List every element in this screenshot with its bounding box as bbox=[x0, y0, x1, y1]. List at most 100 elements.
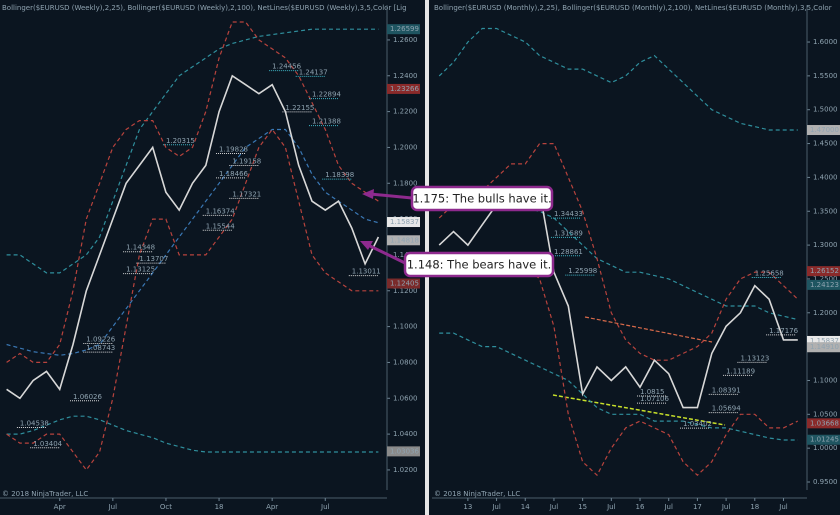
annotation-box bbox=[403, 251, 555, 278]
y-tick-label: 1.2500 bbox=[813, 275, 838, 283]
x-tick-label: Oct bbox=[160, 503, 172, 511]
y-tick-label: 1.4500 bbox=[813, 140, 838, 148]
series-line bbox=[6, 21, 379, 363]
level-label: 1.18398 bbox=[325, 171, 354, 179]
series-line bbox=[438, 143, 799, 361]
trend-line bbox=[552, 394, 726, 426]
level-label: 1.34433 bbox=[554, 210, 583, 218]
x-tick-label: Jul bbox=[108, 503, 118, 511]
price-tag bbox=[807, 125, 840, 136]
level-label: 1.15544 bbox=[206, 222, 235, 230]
level-label: 1.25658 bbox=[755, 269, 784, 277]
level-label: 1.28861 bbox=[554, 248, 583, 256]
y-tick-label: 1.6000 bbox=[813, 38, 838, 46]
level-label: 1.14348 bbox=[126, 244, 155, 252]
price-tag bbox=[387, 24, 420, 35]
x-tick-label: Jul bbox=[721, 503, 731, 511]
series-line bbox=[6, 415, 379, 453]
level-label: 1.13707 bbox=[139, 255, 168, 263]
x-tick-label: Apr bbox=[266, 503, 278, 511]
y-tick-label: 1.5000 bbox=[813, 106, 838, 114]
price-tag bbox=[387, 235, 420, 246]
x-tick-label: 13 bbox=[463, 503, 472, 511]
level-label: 1.03404 bbox=[33, 440, 62, 448]
series-line bbox=[6, 128, 379, 471]
price-tag-label: 1.26599 bbox=[390, 25, 419, 33]
y-tick-label: 1.2000 bbox=[813, 309, 838, 317]
x-tick-label: Jul bbox=[778, 503, 788, 511]
annotation-arrowhead bbox=[362, 189, 374, 199]
price-tag bbox=[807, 266, 840, 277]
level-label: 1.16374 bbox=[206, 207, 235, 215]
y-tick-label: 1.4000 bbox=[813, 173, 838, 181]
annotation-arrow bbox=[369, 192, 413, 200]
price-tag-label: 1.15837 bbox=[810, 337, 839, 345]
level-label: 1.03402 bbox=[683, 420, 712, 428]
y-tick-label: 1.2000 bbox=[393, 143, 418, 151]
level-label: 1.11189 bbox=[726, 367, 755, 375]
price-tag-label: 1.12405 bbox=[390, 280, 419, 288]
price-tag-label: 1.14910 bbox=[810, 343, 839, 351]
price-tag bbox=[387, 217, 420, 228]
x-tick-label: Jul bbox=[549, 503, 559, 511]
level-label: 1.22155 bbox=[285, 104, 314, 112]
level-label: 1.09226 bbox=[86, 335, 115, 343]
series-line bbox=[6, 28, 379, 274]
y-tick-label: 1.2200 bbox=[393, 108, 418, 116]
y-tick-label: 1.3500 bbox=[813, 207, 838, 215]
chart-subtitle: Bollinger($EURUSD (Monthly),2,25), Bolli… bbox=[434, 4, 832, 12]
level-label: 1.06026 bbox=[73, 393, 102, 401]
level-label: 1.0815 bbox=[640, 388, 665, 396]
y-tick-label: 1.3000 bbox=[813, 241, 838, 249]
level-label: 1.13125 bbox=[126, 266, 155, 274]
price-tag bbox=[387, 278, 420, 289]
x-tick-label: Jul bbox=[663, 503, 673, 511]
price-tag-label: 1.03036 bbox=[390, 447, 419, 455]
price-tag-label: 1.03668 bbox=[810, 419, 839, 427]
y-tick-label: 1.1000 bbox=[393, 323, 418, 331]
price-tag-label: 1.26152 bbox=[810, 267, 839, 275]
annotations: 1.175: The bulls have it. 1.148: The bea… bbox=[360, 185, 555, 278]
price-tag-label: 1.23266 bbox=[390, 85, 419, 93]
price-tag-label: 1.47000 bbox=[810, 126, 839, 134]
level-label: 1.31589 bbox=[554, 229, 583, 237]
level-label: 1.07106 bbox=[640, 395, 669, 403]
y-tick-label: 1.1000 bbox=[813, 376, 838, 384]
price-tag-label: 1.15837 bbox=[390, 218, 419, 226]
y-tick-label: 1.0200 bbox=[393, 466, 418, 474]
level-label: 1.13011 bbox=[352, 268, 381, 276]
level-label: 1.20315 bbox=[166, 137, 195, 145]
level-label: 1.13123 bbox=[740, 354, 769, 362]
series-line bbox=[439, 332, 798, 441]
price-tag bbox=[807, 418, 840, 429]
price-tag bbox=[807, 342, 840, 353]
x-tick-label: Jul bbox=[491, 503, 501, 511]
x-tick-label: Apr bbox=[54, 503, 66, 511]
price-tag bbox=[807, 434, 840, 445]
level-label: 1.08391 bbox=[712, 386, 741, 394]
price-tag-label: 1.24123 bbox=[810, 281, 839, 289]
x-tick-label: Jul bbox=[606, 503, 616, 511]
y-tick-label: 1.0600 bbox=[393, 394, 418, 402]
level-label: 1.19158 bbox=[232, 158, 261, 166]
annotation-text: 1.148: The bears have it. bbox=[407, 258, 552, 272]
level-label: 1.25998 bbox=[568, 267, 597, 275]
level-label: 1.22894 bbox=[312, 91, 341, 99]
price-tag-label: 1.01245 bbox=[810, 436, 839, 444]
series-line bbox=[438, 197, 798, 321]
series-line bbox=[439, 258, 799, 477]
y-tick-label: 1.2600 bbox=[393, 36, 418, 44]
level-label: 1.08743 bbox=[86, 344, 115, 352]
level-label: 1.19828 bbox=[219, 146, 248, 154]
annotation-arrow bbox=[367, 243, 406, 265]
price-tag bbox=[807, 279, 840, 290]
y-tick-label: 1.1200 bbox=[393, 287, 418, 295]
copyright: © 2018 NinjaTrader, LLC bbox=[434, 490, 520, 498]
level-label: 1.24456 bbox=[272, 63, 301, 71]
y-tick-label: 1.0800 bbox=[393, 358, 418, 366]
annotation-arrowhead bbox=[360, 241, 373, 250]
x-tick-label: 18 bbox=[215, 503, 224, 511]
y-tick-label: 1.0400 bbox=[393, 430, 418, 438]
y-tick-label: 0.9500 bbox=[813, 478, 838, 486]
